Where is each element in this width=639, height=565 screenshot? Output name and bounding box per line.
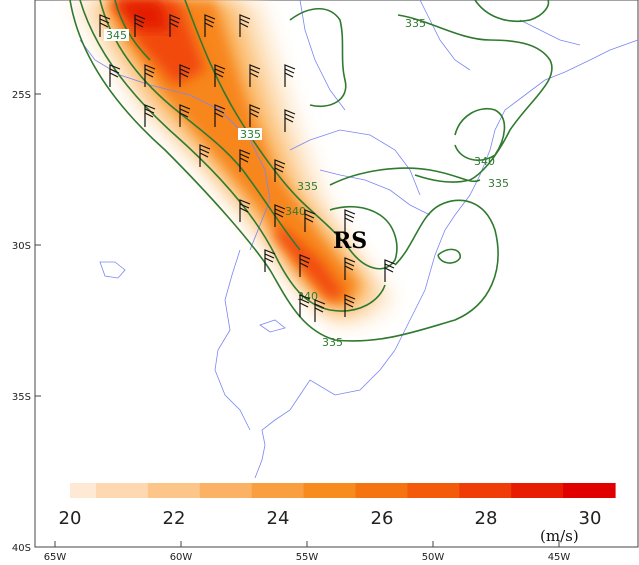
x-tick-label: 55W <box>296 552 319 563</box>
colorbar-swatch <box>433 483 460 498</box>
contour-label: 345 <box>106 29 127 42</box>
colorbar-swatch <box>173 483 201 498</box>
colorbar-swatch <box>199 483 227 498</box>
colorbar-swatch <box>381 483 408 498</box>
colorbar-swatch <box>329 483 357 498</box>
colorbar-tick-label: 22 <box>163 508 186 529</box>
wind-barb <box>99 14 111 37</box>
y-tick-label: 30S <box>12 241 31 252</box>
wind-barb <box>274 204 286 227</box>
wind-barb <box>144 104 156 127</box>
contour-label: 340 <box>285 205 306 218</box>
wind-barb <box>264 249 276 272</box>
wind-barb <box>249 104 261 127</box>
y-tick-label: 25S <box>12 90 31 101</box>
colorbar-swatch <box>147 483 175 498</box>
x-tick-label: 45W <box>548 552 571 563</box>
contour-label: 335 <box>322 336 343 349</box>
colorbar-swatch <box>407 483 434 498</box>
contour-label: 335 <box>240 128 261 141</box>
contour-labels: 345 335 335 335 340 340 335 340 335 <box>104 17 509 349</box>
wind-barbs <box>99 14 396 322</box>
region-label: RS <box>333 228 367 254</box>
colorbar-swatch <box>589 483 616 498</box>
y-tick-label: 40S <box>12 543 31 554</box>
y-axis: 25S 30S 35S 40S <box>12 90 41 554</box>
wind-barb <box>274 159 286 182</box>
y-tick-label: 35S <box>12 392 31 403</box>
colorbar-swatch <box>485 483 512 498</box>
colorbar-swatch <box>537 483 564 498</box>
wind-barb <box>179 64 191 87</box>
wind-barb <box>239 14 251 37</box>
contour-label: 335 <box>297 180 318 193</box>
wind-barb <box>384 259 396 282</box>
x-tick-label: 50W <box>422 552 445 563</box>
wind-barb <box>214 64 226 87</box>
wind-barb <box>299 254 311 277</box>
x-tick-label: 60W <box>170 552 193 563</box>
colorbar-tick-label: 30 <box>579 508 602 529</box>
colorbar-swatch <box>563 483 590 498</box>
colorbar-swatch <box>277 483 305 498</box>
wind-barb <box>199 144 211 167</box>
wind-barb <box>109 64 121 87</box>
colorbar-tick-label: 20 <box>59 508 82 529</box>
colorbar-swatch <box>70 483 97 498</box>
colorbar-swatch <box>96 483 123 498</box>
contour-label: 335 <box>488 177 509 190</box>
wind-barb <box>134 14 146 37</box>
contour-label: 340 <box>474 155 495 168</box>
wind-barb <box>204 14 216 37</box>
colorbar-swatch <box>511 483 538 498</box>
colorbar-swatch <box>251 483 279 498</box>
wind-barb <box>344 209 356 232</box>
theta-e-contours <box>69 0 553 342</box>
wind-barb <box>344 294 356 317</box>
wind-barb <box>249 64 261 87</box>
wind-barb <box>179 104 191 127</box>
wind-barb <box>169 14 181 37</box>
wind-barb <box>144 64 156 87</box>
colorbar-tick-label: 24 <box>267 508 290 529</box>
wind-barb <box>314 299 326 322</box>
wind-barb <box>239 199 251 222</box>
colorbar-swatch <box>121 483 149 498</box>
x-tick-label: 65W <box>44 552 67 563</box>
wind-barb <box>284 64 296 87</box>
x-axis: 65W 60W 55W 50W 45W <box>44 541 571 563</box>
colorbar-swatch <box>225 483 253 498</box>
wind-barb <box>284 109 296 132</box>
colorbar-tick-label: 26 <box>371 508 394 529</box>
wind-barb <box>239 149 251 172</box>
jet-shading <box>70 0 395 325</box>
colorbar-units: (m/s) <box>540 527 579 545</box>
colorbar-swatch <box>355 483 383 498</box>
wind-barb <box>304 209 316 232</box>
contour-label: 335 <box>405 17 426 30</box>
colorbar-ticks: 20 22 24 26 28 30 <box>59 508 602 529</box>
colorbar-tick-label: 28 <box>475 508 498 529</box>
wind-barb <box>299 294 311 317</box>
wind-barb <box>344 257 356 280</box>
colorbar <box>70 483 616 498</box>
colorbar-swatch <box>459 483 486 498</box>
colorbar-swatch <box>303 483 331 498</box>
wind-barb <box>214 104 226 127</box>
